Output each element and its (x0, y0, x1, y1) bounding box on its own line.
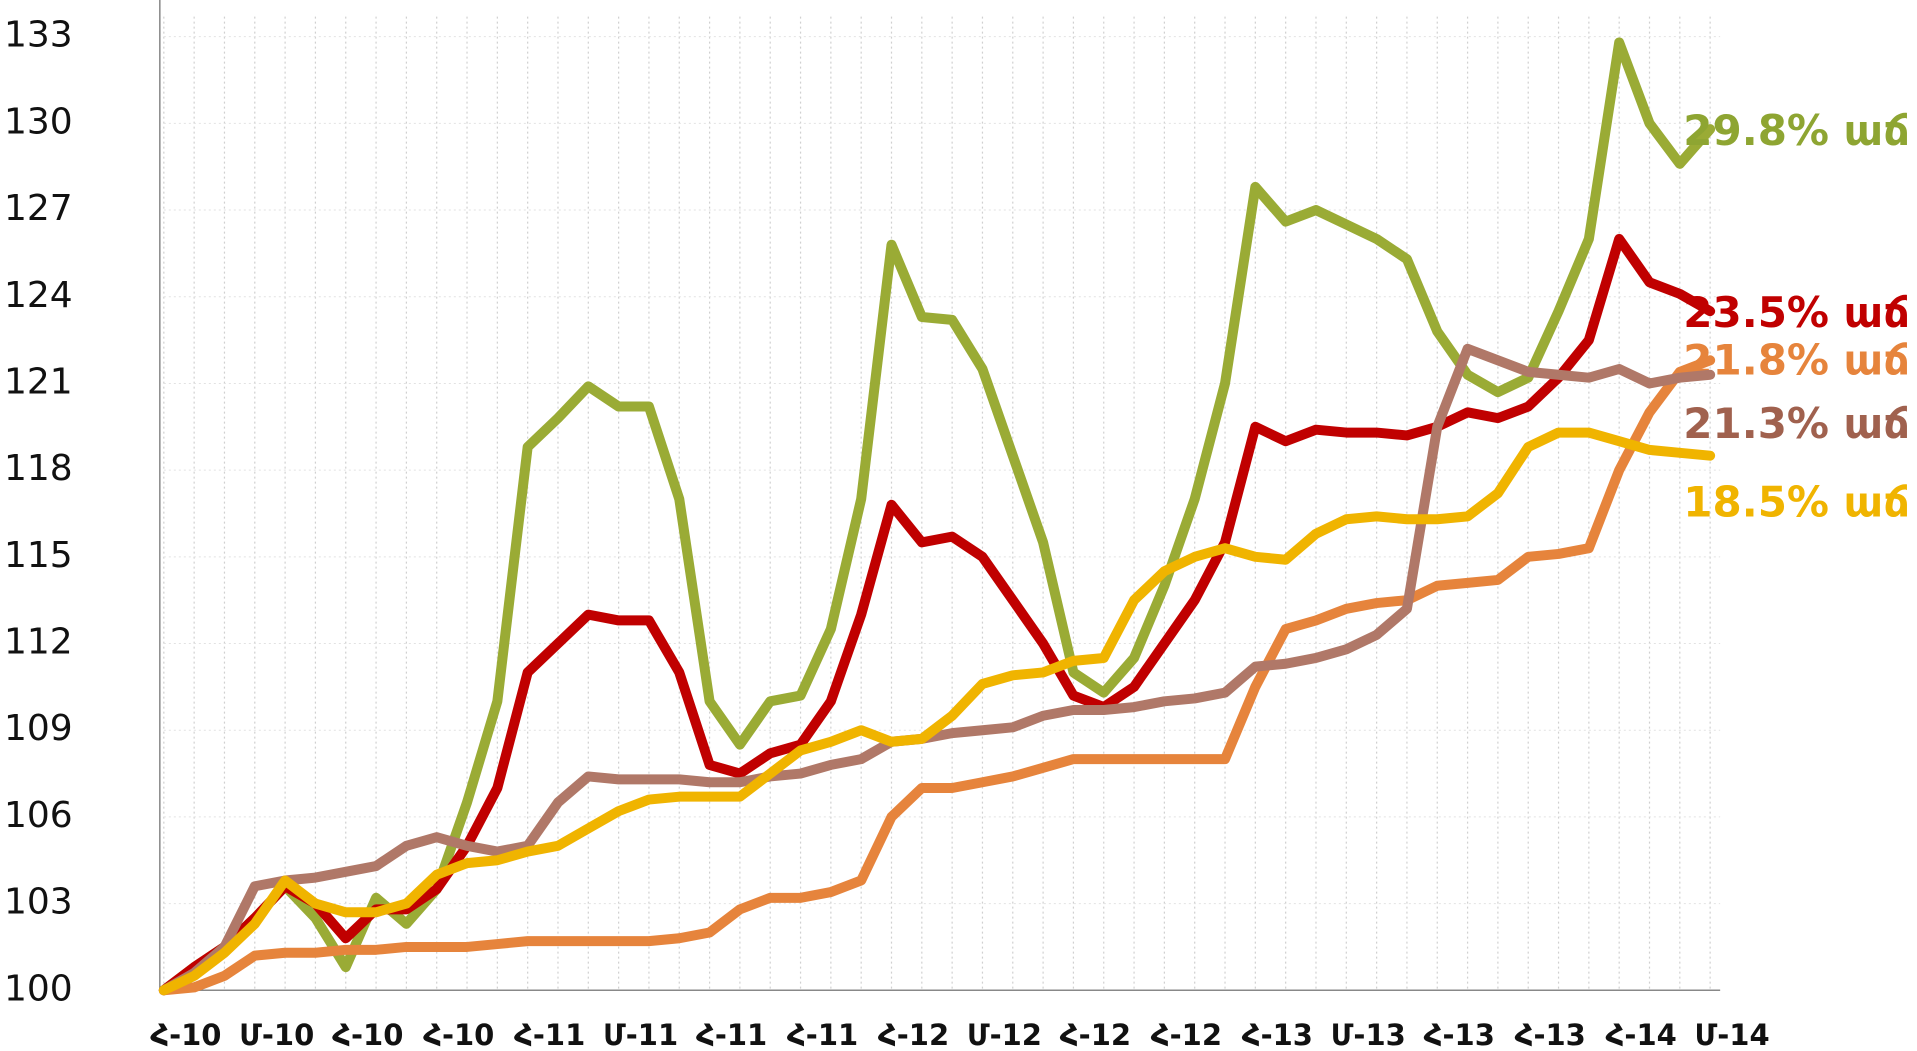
series-line (158, 233, 1716, 996)
x-tick-label: Հ-14 (1606, 1018, 1677, 1051)
end-label: 23.5% աճ (1683, 288, 1910, 337)
series-line (158, 355, 1716, 996)
y-tick-label: 106 (4, 795, 73, 836)
x-tick-label: Մ-13 (1331, 1018, 1406, 1051)
series-line (158, 427, 1716, 996)
x-tick-label: Հ-11 (696, 1018, 767, 1051)
x-tick-label: Հ-13 (1515, 1018, 1586, 1051)
x-tick-label: Հ-10 (332, 1018, 403, 1051)
x-tick-label: Հ-11 (787, 1018, 858, 1051)
y-tick-label: 127 (4, 188, 73, 229)
y-tick-label: 124 (4, 275, 73, 316)
x-tick-label: Մ-11 (603, 1018, 678, 1051)
x-tick-label: Հ-11 (514, 1018, 585, 1051)
series-line (158, 343, 1716, 996)
y-tick-label: 118 (4, 448, 73, 489)
series-line (158, 37, 1716, 996)
y-tick-label: 133 (4, 15, 73, 56)
x-tick-label: Հ-10 (150, 1018, 221, 1051)
x-tick-label: Հ-12 (1151, 1018, 1222, 1051)
end-label: 21.8% աճ (1683, 336, 1910, 385)
y-tick-label: 109 (4, 708, 73, 749)
x-tick-label: Հ-13 (1424, 1018, 1495, 1051)
y-tick-label: 121 (4, 361, 73, 402)
x-tick-label: Մ-10 (239, 1018, 314, 1051)
end-label: 21.3% աճ (1683, 399, 1910, 448)
end-label: 18.5% աճ (1683, 477, 1910, 526)
y-tick-label: 130 (4, 101, 73, 142)
x-tick-label: Հ-12 (1060, 1018, 1131, 1051)
x-tick-label: Մ-12 (967, 1018, 1042, 1051)
y-tick-label: 103 (4, 882, 73, 923)
end-label: 29.8% աճ (1683, 106, 1910, 155)
y-tick-label: 115 (4, 535, 73, 576)
x-tick-label: Հ-13 (1242, 1018, 1313, 1051)
y-tick-label: 112 (4, 622, 73, 663)
x-tick-label: Հ-10 (423, 1018, 494, 1051)
y-tick-label: 100 (4, 968, 73, 1009)
x-tick-label: Հ-12 (878, 1018, 949, 1051)
x-tick-label: Մ-14 (1695, 1018, 1770, 1051)
